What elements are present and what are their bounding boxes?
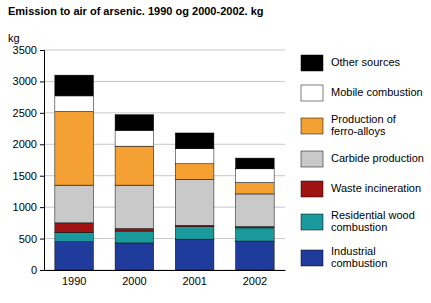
tick-label: 3000 bbox=[13, 75, 37, 87]
legend-swatch bbox=[301, 181, 323, 197]
tick: 3500 bbox=[13, 44, 44, 56]
bar bbox=[55, 185, 94, 223]
legend-label: Carbide production bbox=[331, 152, 424, 164]
bar bbox=[115, 146, 154, 185]
tick: 500 bbox=[19, 233, 44, 245]
legend: Other sources Mobile combustion Production… bbox=[301, 55, 424, 269]
bar bbox=[175, 227, 214, 240]
bar bbox=[55, 223, 94, 232]
series bbox=[55, 112, 274, 194]
legend-label: Residential woodcombustion bbox=[331, 209, 415, 233]
y-axis-title: kg bbox=[8, 32, 20, 44]
tick: 1500 bbox=[13, 170, 44, 182]
legend-swatch bbox=[301, 55, 323, 71]
tick-label: 2001 bbox=[182, 275, 206, 287]
bar bbox=[115, 115, 154, 131]
legend-item: Production offerro-alloys bbox=[301, 113, 397, 137]
tick-label: 1990 bbox=[62, 275, 86, 287]
tick-label: 3500 bbox=[13, 44, 37, 56]
bar bbox=[236, 183, 275, 194]
tick: 0 bbox=[31, 264, 44, 276]
grid-line bbox=[44, 50, 285, 51]
tick: 1990 bbox=[62, 270, 86, 287]
legend-swatch bbox=[301, 118, 323, 134]
grid bbox=[44, 50, 285, 270]
tick-mark bbox=[40, 176, 44, 177]
legend-swatch bbox=[301, 151, 323, 167]
legend-label: Mobile combustion bbox=[331, 86, 423, 98]
legend-item: Carbide production bbox=[301, 151, 424, 167]
bar bbox=[175, 179, 214, 225]
legend-swatch bbox=[301, 250, 323, 266]
tick-label: 2000 bbox=[13, 138, 37, 150]
tick-label: 0 bbox=[31, 264, 37, 276]
axis-line bbox=[45, 270, 286, 271]
bar bbox=[115, 231, 154, 243]
axis-line bbox=[40, 51, 45, 271]
tick-mark bbox=[40, 270, 44, 271]
series bbox=[55, 75, 274, 169]
bar bbox=[55, 112, 94, 186]
legend-item: Waste incineration bbox=[301, 181, 421, 197]
tick: 2001 bbox=[182, 270, 206, 287]
bar bbox=[175, 239, 214, 270]
bar bbox=[175, 164, 214, 180]
bar bbox=[236, 241, 275, 270]
bars bbox=[55, 75, 274, 270]
legend-swatch bbox=[301, 214, 323, 230]
bar bbox=[115, 130, 154, 146]
legend-item: Other sources bbox=[301, 55, 401, 71]
tick: 2002 bbox=[243, 270, 267, 287]
bar bbox=[115, 185, 154, 228]
tick: 2000 bbox=[13, 138, 44, 150]
series bbox=[55, 179, 274, 228]
legend-label: Waste incineration bbox=[331, 182, 421, 194]
y-axis: 0 500 1000 1500 2000 2500 3000 3500 bbox=[13, 44, 45, 276]
tick-label: 1000 bbox=[13, 201, 37, 213]
bar bbox=[175, 133, 214, 149]
bar bbox=[236, 169, 275, 183]
tick-mark bbox=[40, 113, 44, 114]
title: Emission to air of arsenic. 1990 og 2000… bbox=[8, 5, 264, 17]
legend-label: Production offerro-alloys bbox=[331, 113, 397, 137]
bar bbox=[115, 243, 154, 270]
tick: 2500 bbox=[13, 107, 44, 119]
bar bbox=[236, 194, 275, 227]
legend-label: Industrialcombustion bbox=[331, 245, 387, 269]
tick-label: 2002 bbox=[243, 275, 267, 287]
tick-mark bbox=[40, 50, 44, 51]
tick-label: 500 bbox=[19, 233, 37, 245]
bar bbox=[55, 75, 94, 96]
tick: 1000 bbox=[13, 201, 44, 213]
chart: Emission to air of arsenic. 1990 og 2000… bbox=[0, 0, 431, 303]
tick-label: 2500 bbox=[13, 107, 37, 119]
bar bbox=[175, 149, 214, 164]
tick: 2000 bbox=[122, 270, 146, 287]
bar bbox=[55, 96, 94, 112]
bar bbox=[115, 229, 154, 232]
bar bbox=[236, 158, 275, 169]
bar bbox=[55, 232, 94, 241]
tick-label: 2000 bbox=[122, 275, 146, 287]
tick: 3000 bbox=[13, 75, 44, 87]
tick-mark bbox=[40, 144, 44, 145]
plot: 0 500 1000 1500 2000 2500 3000 3500 1990 2000 2001… bbox=[13, 44, 286, 287]
legend-item: Mobile combustion bbox=[301, 85, 423, 101]
legend-swatch bbox=[301, 85, 323, 101]
tick-mark bbox=[40, 81, 44, 82]
x-axis: 1990 2000 2001 2002 bbox=[45, 270, 286, 287]
bar bbox=[55, 242, 94, 270]
series bbox=[55, 239, 274, 270]
legend-label: Other sources bbox=[331, 56, 401, 68]
legend-item: Industrialcombustion bbox=[301, 245, 387, 269]
legend-item: Residential woodcombustion bbox=[301, 209, 415, 233]
series bbox=[55, 96, 274, 183]
bar bbox=[236, 228, 275, 241]
tick-mark bbox=[40, 239, 44, 240]
tick-mark bbox=[40, 207, 44, 208]
tick-label: 1500 bbox=[13, 170, 37, 182]
